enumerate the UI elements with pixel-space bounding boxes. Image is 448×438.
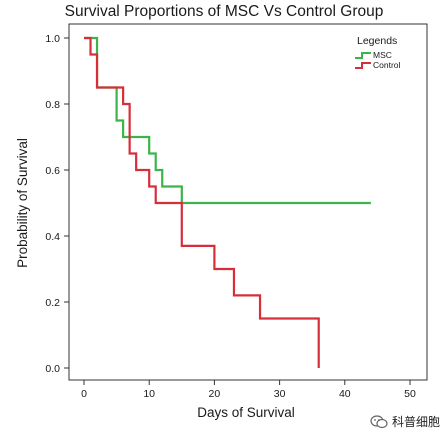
x-tick-label: 20 xyxy=(209,388,221,400)
legend-label-control: Control xyxy=(373,60,401,70)
series-line-control xyxy=(84,36,320,368)
y-tick-label: 0.0 xyxy=(45,363,60,375)
y-tick-label: 0.6 xyxy=(45,165,60,177)
chart-title: Survival Proportions of MSC Vs Control G… xyxy=(65,3,384,20)
x-tick-label: 10 xyxy=(143,388,155,400)
y-tick-label: 0.8 xyxy=(45,99,60,111)
y-tick-label: 0.4 xyxy=(45,231,60,243)
x-tick-label: 40 xyxy=(339,388,351,400)
y-axis-ticks: 0.0 0.2 0.4 0.6 0.8 1.0 xyxy=(45,33,69,375)
y-axis-label: Probability of Survival xyxy=(15,138,30,268)
wechat-icon xyxy=(370,414,388,428)
x-axis-label: Days of Survival xyxy=(197,405,295,420)
watermark-text: 科普细胞 xyxy=(391,415,440,429)
series-line-msc xyxy=(84,36,371,205)
x-tick-label: 50 xyxy=(404,388,416,400)
watermark: 科普细胞 xyxy=(370,413,440,430)
x-axis-ticks: 0 10 20 30 40 50 xyxy=(81,380,416,400)
series-layer xyxy=(84,36,371,368)
legend-swatch-msc xyxy=(355,52,371,59)
plot-frame xyxy=(68,23,428,381)
x-tick-label: 30 xyxy=(274,388,286,400)
y-tick-label: 1.0 xyxy=(45,33,60,45)
legend-swatch-control xyxy=(355,62,371,69)
x-tick-label: 0 xyxy=(81,388,87,400)
legend-title: Legends xyxy=(357,35,397,47)
legend-label-msc: MSC xyxy=(373,50,392,60)
y-tick-label: 0.2 xyxy=(45,297,60,309)
